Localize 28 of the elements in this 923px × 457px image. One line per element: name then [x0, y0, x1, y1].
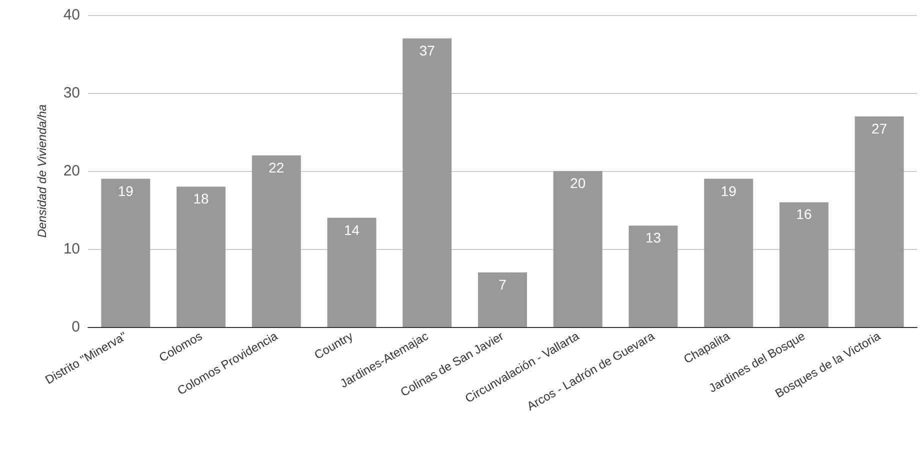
- data-label: 37: [419, 42, 436, 58]
- y-tick-label: 0: [72, 318, 80, 336]
- bar: [628, 226, 678, 327]
- bar: [402, 38, 452, 327]
- bar: [478, 272, 527, 327]
- data-label: 14: [344, 222, 360, 238]
- data-label: 19: [118, 182, 134, 199]
- data-label: 16: [796, 206, 812, 222]
- y-tick-label: 40: [63, 6, 80, 24]
- bar: [252, 155, 301, 327]
- data-label: 13: [645, 230, 662, 246]
- bar: [553, 171, 602, 327]
- data-label: 18: [193, 190, 210, 207]
- y-tick-label: 20: [63, 162, 80, 180]
- bar: [176, 186, 226, 327]
- y-tick-label: 10: [63, 240, 80, 258]
- data-label: 7: [498, 276, 507, 292]
- data-label: 20: [570, 175, 586, 191]
- bar: [704, 178, 754, 327]
- bar: [101, 178, 150, 327]
- data-label: 19: [720, 182, 737, 199]
- y-axis-title: Densidad de Vivienda/ha: [35, 104, 49, 238]
- y-tick-label: 30: [63, 84, 80, 102]
- bar: [854, 116, 904, 327]
- data-label: 27: [872, 120, 888, 136]
- bar: [779, 202, 828, 327]
- data-label: 22: [268, 159, 284, 176]
- bar: [327, 218, 376, 327]
